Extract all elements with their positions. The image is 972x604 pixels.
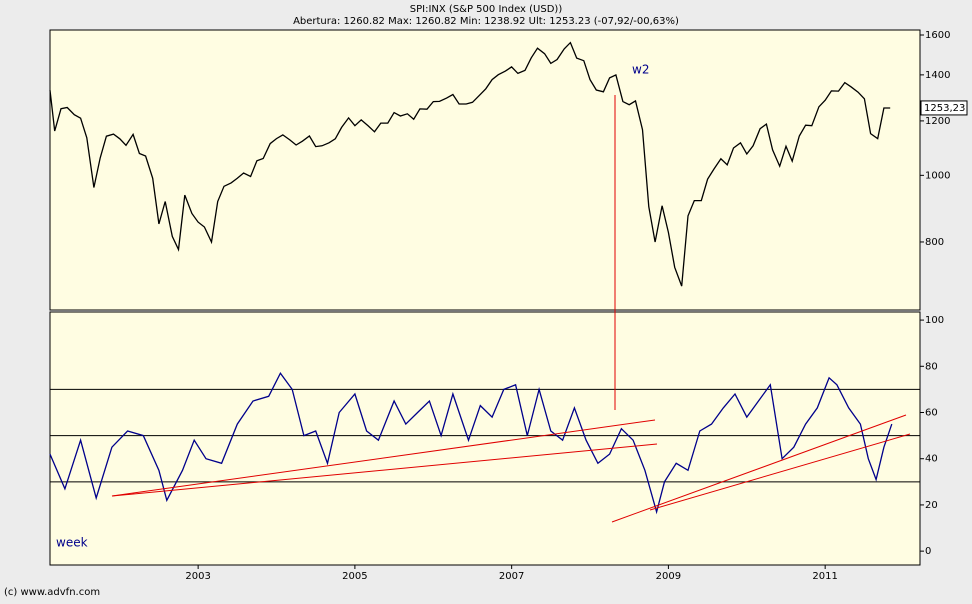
- price-panel: [49, 29, 921, 311]
- period-annotation: week: [56, 536, 88, 550]
- wave-annotation: w2: [632, 63, 649, 77]
- y-tick-label: 80: [925, 361, 938, 372]
- trend-line: [111, 419, 656, 497]
- y-tick-label: 800: [925, 237, 944, 248]
- last-price-box: [920, 100, 968, 116]
- x-tick-label: 2005: [342, 571, 367, 582]
- indicator-panel: [49, 311, 921, 566]
- y-tick-label: 20: [925, 500, 938, 511]
- y-tick-label: 100: [925, 315, 944, 326]
- x-tick-label: 2011: [812, 571, 837, 582]
- x-tick-label: 2009: [656, 571, 681, 582]
- chart-title: SPI:INX (S&P 500 Index (USD)): [410, 4, 563, 15]
- data-line: [49, 371, 893, 515]
- y-tick-label: 40: [925, 454, 938, 465]
- trend-line: [111, 443, 658, 497]
- y-tick-label: 60: [925, 408, 938, 419]
- y-tick-label: 1400: [925, 70, 950, 81]
- trend-line: [611, 414, 907, 523]
- y-tick-label: 0: [925, 546, 931, 557]
- data-line: [49, 41, 891, 287]
- y-tick-label: 1600: [925, 30, 950, 41]
- trend-line: [649, 433, 911, 511]
- marks: 800 1000 1200 1400 1600 1253,23 0 20 40 60 80 100 20…: [49, 30, 968, 582]
- chart-subtitle: Abertura: 1260.82 Max: 1260.82 Min: 1238…: [293, 16, 679, 27]
- last-price-label: 1253,23: [924, 103, 965, 114]
- y-tick-label: 1200: [925, 116, 950, 127]
- x-tick-label: 2007: [499, 571, 524, 582]
- x-tick-label: 2003: [185, 571, 210, 582]
- last-price: 1253,23: [920, 100, 968, 116]
- copyright: (c) www.advfn.com: [4, 587, 100, 598]
- trend-lines: [111, 95, 911, 523]
- y-tick-label: 1000: [925, 170, 950, 181]
